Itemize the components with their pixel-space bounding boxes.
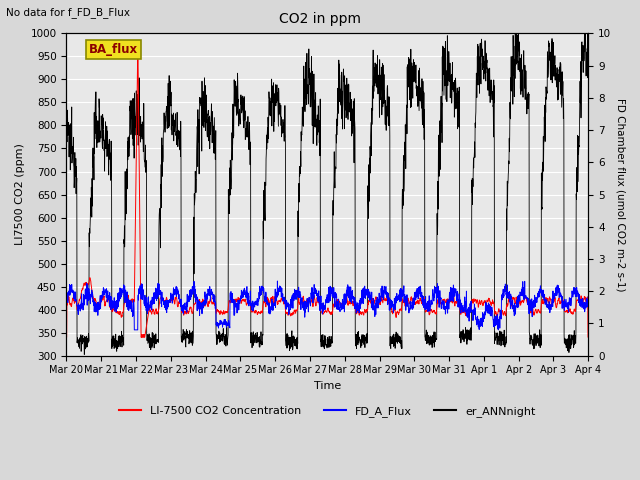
Text: CO2 in ppm: CO2 in ppm [279,12,361,26]
Text: No data for f_FD_B_Flux: No data for f_FD_B_Flux [6,7,131,18]
Y-axis label: FD Chamber flux (umol CO2 m-2 s-1): FD Chamber flux (umol CO2 m-2 s-1) [615,98,625,291]
Legend: LI-7500 CO2 Concentration, FD_A_Flux, er_ANNnight: LI-7500 CO2 Concentration, FD_A_Flux, er… [115,401,540,421]
Y-axis label: LI7500 CO2 (ppm): LI7500 CO2 (ppm) [15,144,25,245]
X-axis label: Time: Time [314,381,341,391]
Text: BA_flux: BA_flux [89,43,138,56]
